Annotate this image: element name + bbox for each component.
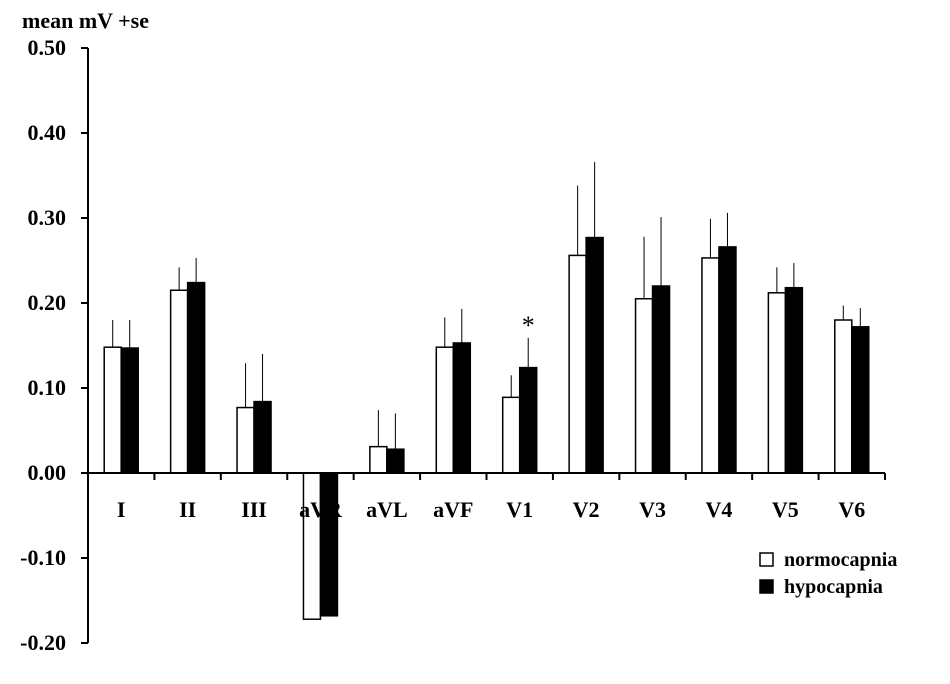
- x-tick-label: I: [117, 497, 126, 522]
- bar-hypocapnia-V1: [518, 366, 538, 474]
- x-tick-label: V6: [838, 497, 865, 522]
- bar-hypocapnia-aVL: [386, 448, 405, 474]
- bar-normocapnia-II: [169, 289, 189, 474]
- x-tick-label: III: [241, 497, 267, 522]
- x-tick-label: V5: [772, 497, 799, 522]
- legend-label-normocapnia: normocapnia: [784, 549, 897, 571]
- x-tick-label: II: [179, 497, 196, 522]
- bar-hypocapnia-V4: [718, 246, 737, 474]
- error-bars: [112, 161, 861, 450]
- bar-hypocapnia-V3: [651, 285, 671, 474]
- bar-hypocapnia-III: [253, 400, 272, 474]
- bar-normocapnia-V2: [568, 254, 587, 474]
- bar-normocapnia-aVL: [369, 445, 388, 474]
- x-tick-label: V1: [506, 497, 533, 522]
- bar-normocapnia-III: [236, 406, 255, 474]
- y-axis-title: mean mV +se: [22, 8, 149, 33]
- bar-hypocapnia-aVF: [452, 342, 472, 474]
- bar-normocapnia-V6: [834, 319, 853, 474]
- significance-marker: *: [522, 311, 535, 340]
- bar-hypocapnia-aVR: [319, 472, 339, 617]
- x-axis: I II III aVR aVL aVF V1 V2 V3 V4 V5 V6: [87, 472, 886, 522]
- x-tick-label: V2: [573, 497, 600, 522]
- bar-normocapnia-V4: [701, 257, 720, 474]
- bar-normocapnia-V5: [767, 292, 787, 474]
- bar-hypocapnia-I: [120, 347, 139, 474]
- bars: [103, 236, 870, 620]
- x-tick-label: V4: [706, 497, 733, 522]
- bar-normocapnia-aVF: [435, 346, 455, 474]
- x-tick-label: aVL: [366, 497, 408, 522]
- x-tick-label: V3: [639, 497, 666, 522]
- y-tick-label: 0.00: [28, 460, 67, 485]
- bar-hypocapnia-V2: [585, 236, 604, 474]
- x-tick-label: aVR: [299, 497, 343, 522]
- y-axis: 0.50 0.40 0.30 0.20 0.10 0.00 -0.10 -0.20: [20, 35, 89, 655]
- bar-hypocapnia-V6: [851, 326, 870, 474]
- legend-swatch-hypocapnia: [759, 579, 774, 594]
- y-tick-label: -0.20: [20, 630, 66, 655]
- y-tick-label: 0.20: [28, 290, 67, 315]
- y-tick-label: 0.10: [28, 375, 67, 400]
- y-tick-label: -0.10: [20, 545, 66, 570]
- annotations: *: [522, 311, 535, 340]
- y-tick-label: 0.40: [28, 120, 67, 145]
- legend-label-hypocapnia: hypocapnia: [784, 576, 883, 598]
- bar-hypocapnia-V5: [784, 286, 804, 474]
- y-tick-label: 0.30: [28, 205, 67, 230]
- bar-normocapnia-I: [103, 346, 122, 474]
- bar-hypocapnia-II: [186, 281, 206, 474]
- x-tick-label: aVF: [433, 497, 473, 522]
- legend-swatch-normocapnia: [759, 552, 774, 567]
- bar-normocapnia-aVR: [302, 472, 322, 620]
- legend: normocapnia hypocapnia: [759, 549, 897, 598]
- bar-normocapnia-V3: [634, 298, 654, 474]
- bar-normocapnia-V1: [501, 396, 521, 474]
- y-tick-label: 0.50: [28, 35, 67, 60]
